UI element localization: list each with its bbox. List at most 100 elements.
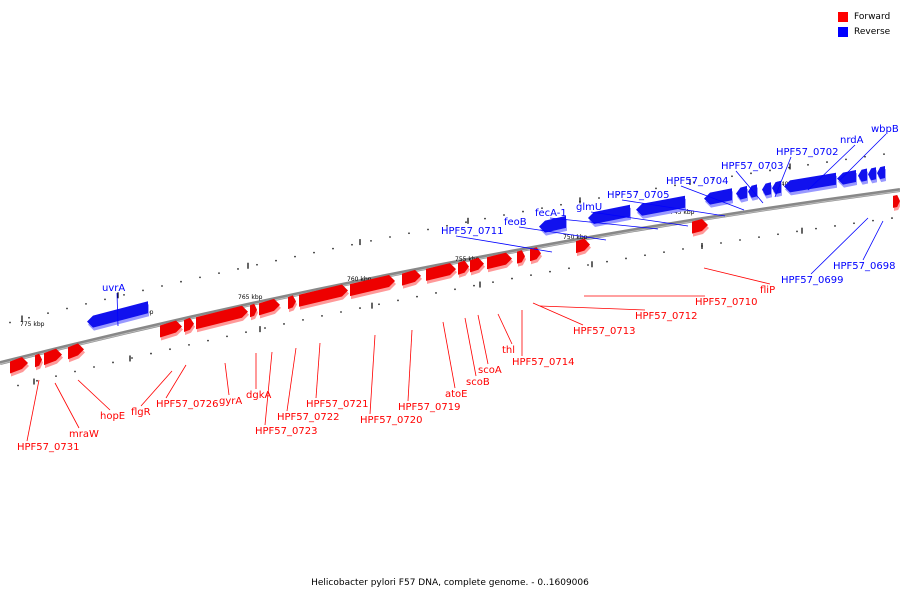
- label-leader: [140, 370, 173, 407]
- label-leader: [165, 364, 187, 399]
- scale-dot: [142, 289, 144, 292]
- gene-arrow: [736, 185, 747, 200]
- label-leader: [680, 185, 745, 211]
- scale-dot: [55, 375, 57, 378]
- scale-dot: [332, 247, 334, 250]
- scale-dot: [617, 193, 619, 196]
- scale-dot: [264, 327, 266, 329]
- gene-arrow: [470, 257, 484, 273]
- forward-swatch: [838, 11, 848, 22]
- gene-label-hpf57-0731: HPF57_0731: [17, 442, 79, 453]
- label-leader: [369, 334, 376, 415]
- scale-dot: [454, 288, 456, 291]
- gene-arrow: [35, 353, 42, 368]
- scale-dot: [93, 366, 95, 368]
- label-leader: [810, 217, 869, 275]
- scale-dot: [530, 274, 532, 277]
- scale-dot: [370, 239, 372, 242]
- scale-dot: [712, 178, 714, 181]
- legend: Forward Reverse: [838, 9, 890, 39]
- scale-dot: [826, 161, 828, 163]
- gene-label-hpf57-0726: HPF57_0726: [156, 399, 218, 410]
- scale-dot: [389, 236, 391, 238]
- label-leader: [590, 211, 689, 227]
- gene-arrow: [299, 284, 348, 307]
- scale-label: 760 kbp: [347, 276, 372, 283]
- gene-arrow: [576, 238, 590, 254]
- scale-dot: [758, 236, 760, 239]
- scale-dot: [427, 228, 429, 231]
- gene-arrow: [250, 303, 257, 318]
- scale-dot: [435, 292, 437, 294]
- gene-arrow: [784, 172, 836, 193]
- scale-dot: [169, 348, 171, 351]
- label-leader: [735, 170, 764, 204]
- gene-arrow: [259, 298, 280, 316]
- scale-dot: [131, 357, 133, 359]
- scale-dot: [644, 254, 646, 257]
- label-leader: [703, 267, 771, 285]
- scale-dot: [484, 217, 486, 220]
- scale-dot: [891, 217, 893, 219]
- label-leader: [315, 342, 321, 399]
- scale-dot: [606, 260, 608, 263]
- gene-label-scob: scoB: [466, 377, 490, 388]
- gene-label-feca-1: fecA-1: [535, 208, 567, 219]
- scale-dot: [275, 259, 277, 262]
- label-leader: [839, 133, 887, 181]
- scale-dot: [188, 343, 190, 346]
- label-leader: [549, 217, 659, 230]
- scale-dot: [199, 276, 201, 279]
- scale-dot: [112, 361, 114, 364]
- gene-arrow: [184, 317, 194, 333]
- gene-features: [10, 166, 900, 377]
- label-leader: [497, 313, 513, 345]
- gene-label-scoa: scoA: [478, 365, 502, 376]
- gene-label-hpf57-0723: HPF57_0723: [255, 426, 317, 437]
- scale-dot: [674, 184, 676, 187]
- gene-label-hpf57-0702: HPF57_0702: [776, 147, 838, 158]
- gene-label-hpf57-0703: HPF57_0703: [721, 161, 783, 172]
- gene-label-uvra: uvrA: [102, 283, 125, 294]
- scale-dot: [74, 370, 76, 373]
- gene-arrow: [893, 195, 900, 208]
- scale-dot: [522, 210, 524, 213]
- label-leader: [477, 314, 489, 365]
- gene-label-hpf57-0699: HPF57_0699: [781, 275, 843, 286]
- legend-label: Forward: [854, 11, 891, 22]
- gene-arrow: [10, 357, 28, 374]
- label-leader: [774, 156, 792, 198]
- label-leader: [862, 220, 884, 261]
- scale-dot: [359, 307, 361, 309]
- scale-dot: [161, 285, 163, 287]
- scale-dot: [237, 268, 239, 270]
- scale-dot: [541, 207, 543, 210]
- label-leader: [286, 347, 297, 412]
- scale-dot: [104, 298, 106, 301]
- scale-dot: [416, 295, 418, 298]
- gene-label-hpf57-0713: HPF57_0713: [573, 326, 635, 337]
- scale-dot: [568, 267, 570, 270]
- gene-arrow: [762, 182, 771, 196]
- scale-dot: [511, 277, 513, 280]
- scale-dot: [739, 239, 741, 241]
- scale-dot: [66, 307, 68, 310]
- scale-dot: [872, 219, 874, 222]
- scale-dot: [9, 321, 11, 324]
- scale-dot: [731, 175, 733, 178]
- label-leader: [264, 351, 273, 426]
- label-leader: [807, 144, 856, 191]
- gene-label-mraw: mraW: [69, 429, 99, 440]
- legend-item-reverse: Reverse: [838, 24, 890, 39]
- scale-dot: [834, 225, 836, 227]
- reverse-swatch: [838, 26, 848, 37]
- scale-dot: [123, 293, 125, 296]
- gene-label-glmu: glmU: [576, 202, 602, 213]
- scale-dot: [864, 155, 866, 158]
- scale-dot: [313, 251, 315, 254]
- scale-ticks: [21, 163, 803, 385]
- gene-arrow: [288, 295, 296, 310]
- gene-label-hpf57-0721: HPF57_0721: [306, 399, 368, 410]
- scale-dot: [587, 264, 589, 266]
